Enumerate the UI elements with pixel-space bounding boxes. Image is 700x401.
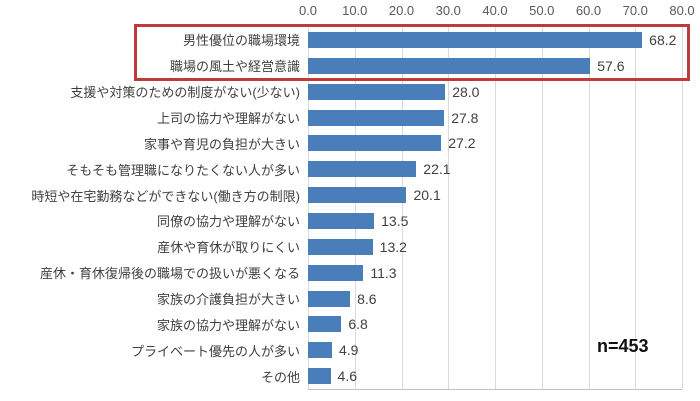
value-label: 11.3 [370,264,397,281]
gridline [448,27,450,389]
value-label: 6.8 [348,316,368,333]
gridline [635,27,637,389]
bar-row: 産休・育休復帰後の職場での扱いが悪くなる 11.3 [0,260,700,286]
bar [308,212,375,229]
bar-track: 4.6 [308,363,700,389]
bar-row: 支援や対策のための制度がない(少ない) 28.0 [0,79,700,105]
x-tick-label: 10.0 [342,3,368,18]
category-label: 上司の協力や理解がない [156,111,300,126]
bar [308,290,351,307]
bar-track: 22.1 [308,156,700,182]
x-tick-label: 70.0 [622,3,648,18]
bar-row: そもそも管理職になりたくない人が多い 22.1 [0,156,700,182]
gridline [588,27,590,389]
bar [308,31,643,48]
bar [308,264,364,281]
value-label: 13.5 [381,212,409,229]
x-tick-label: 0.0 [298,3,318,18]
sample-size-label: n=453 [597,336,649,356]
plot-area [308,27,683,390]
bar-track: 13.2 [308,234,700,260]
value-label: 57.6 [597,57,625,74]
value-label: 20.1 [413,187,441,204]
bar-track: 27.8 [308,105,700,131]
category-label: 職場の風土や経営意識 [169,59,300,75]
category-label: 産休・育休復帰後の職場での扱いが悪くなる [39,266,300,282]
bar-row: 家事や育児の負担が大きい 27.2 [0,130,700,156]
bar-track: 8.6 [308,286,700,312]
bar-track: 27.2 [308,130,700,156]
bar [308,83,446,100]
category-label: 家事や育児の負担が大きい [143,136,300,152]
value-label: 22.1 [423,161,451,178]
value-label: 28.0 [452,83,480,100]
bar [308,109,445,126]
category-label: プライベート優先の人が多い [130,343,300,359]
bar-track: 28.0 [308,79,700,105]
bar [308,316,342,333]
value-label: 4.6 [337,368,357,385]
bar [308,57,591,74]
category-label: 家族の協力や理解がない [156,317,300,333]
x-tick-label: 50.0 [529,3,555,18]
gridline [308,27,309,389]
category-label: そもそも管理職になりたくない人が多い [66,162,300,178]
category-label: その他 [260,369,300,385]
bar [308,238,373,255]
bar-track: 68.2 [308,27,700,53]
gridline [541,27,543,389]
x-axis: 0.0 10.0 20.0 30.0 40.0 50.0 60.0 70.0 80.0 [299,3,695,21]
gridline [354,27,356,389]
bar-track: 4.9 [308,337,700,363]
bar-rows: 男性優位の職場環境 68.2 職場の風土や経営意識 57.6 支援や対策のための制度がな… [0,27,700,389]
x-tick-label: 20.0 [388,3,415,18]
bar-track: 6.8 [308,311,700,337]
value-label: 27.2 [448,135,476,152]
value-label: 8.6 [357,290,377,307]
bar [308,161,417,178]
bar-row: 産休や育休が取りにくい 13.2 [0,234,700,260]
x-tick-label: 30.0 [435,3,461,18]
gridline [495,27,496,389]
gridline [401,27,403,389]
value-label: 13.2 [379,238,407,255]
x-tick-label: 40.0 [482,3,508,18]
bar-track: 13.5 [308,208,700,234]
bar-track: 20.1 [308,182,700,208]
x-tick-label: 60.0 [575,3,602,18]
bar-row: 時短や在宅勤務などができない(働き方の制限) 20.1 [0,182,700,208]
x-tick-label: 80.0 [669,3,695,18]
category-label: 家族の介護負担が大きい [156,292,300,308]
bar-row: 家族の介護負担が大きい 8.6 [0,286,700,312]
gridline [682,27,683,389]
category-label: 支援や対策のための制度がない(少ない) [70,85,300,101]
category-label: 時短や在宅勤務などができない(働き方の制限) [31,188,300,204]
category-label: 産休や育休が取りにくい [157,240,300,256]
bar-track: 11.3 [308,260,700,286]
bar [308,187,407,204]
bar-row: プライベート優先の人が多い 4.9 [0,337,700,363]
bar [308,135,442,152]
category-label: 同僚の協力や理解がない [156,214,300,230]
value-label: 4.9 [339,342,359,359]
bar [308,368,331,385]
bar-row: 男性優位の職場環境 68.2 [0,27,700,53]
bar-row: 職場の風土や経営意識 57.6 [0,53,700,79]
bar-row: 上司の協力や理解がない 27.8 [0,105,700,131]
bar-row: 同僚の協力や理解がない 13.5 [0,208,700,234]
category-label: 男性優位の職場環境 [182,33,300,49]
bar [308,342,332,359]
bar-row: その他 4.6 [0,363,700,389]
bar-track: 57.6 [308,53,700,79]
value-label: 68.2 [649,31,677,48]
value-label: 27.8 [451,109,479,126]
bar-row: 家族の協力や理解がない 6.8 [0,311,700,337]
